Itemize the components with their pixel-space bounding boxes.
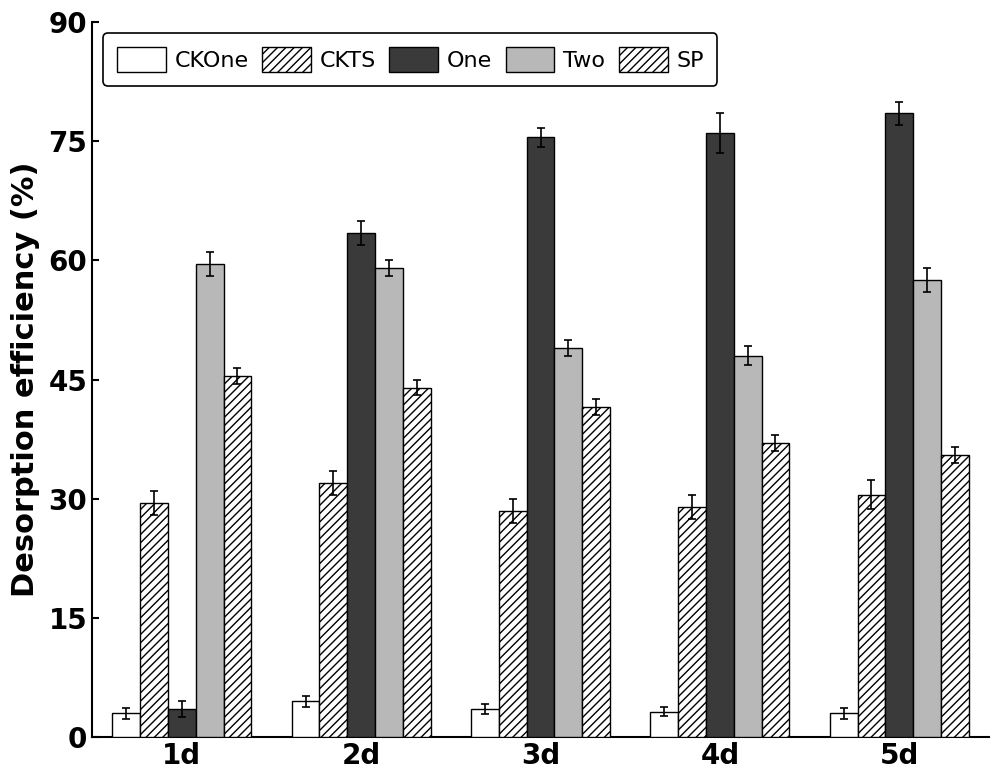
Legend: CKOne, CKTS, One, Two, SP: CKOne, CKTS, One, Two, SP	[103, 34, 717, 86]
Bar	[196, 265, 224, 737]
Bar	[140, 503, 168, 737]
Bar	[375, 269, 403, 737]
Bar	[403, 387, 431, 737]
Bar	[582, 408, 610, 737]
Bar	[830, 713, 858, 737]
Bar	[499, 511, 527, 737]
Bar	[762, 443, 789, 737]
Bar	[347, 233, 375, 737]
Bar	[858, 494, 885, 737]
Y-axis label: Desorption efficiency (%): Desorption efficiency (%)	[11, 162, 40, 597]
Bar	[112, 713, 140, 737]
Bar	[941, 455, 969, 737]
Bar	[734, 355, 762, 737]
Bar	[706, 134, 734, 737]
Bar	[292, 701, 319, 737]
Bar	[678, 507, 706, 737]
Bar	[168, 709, 196, 737]
Bar	[650, 711, 678, 737]
Bar	[885, 113, 913, 737]
Bar	[319, 483, 347, 737]
Bar	[224, 376, 251, 737]
Bar	[527, 137, 554, 737]
Bar	[471, 709, 499, 737]
Bar	[554, 348, 582, 737]
Bar	[913, 280, 941, 737]
